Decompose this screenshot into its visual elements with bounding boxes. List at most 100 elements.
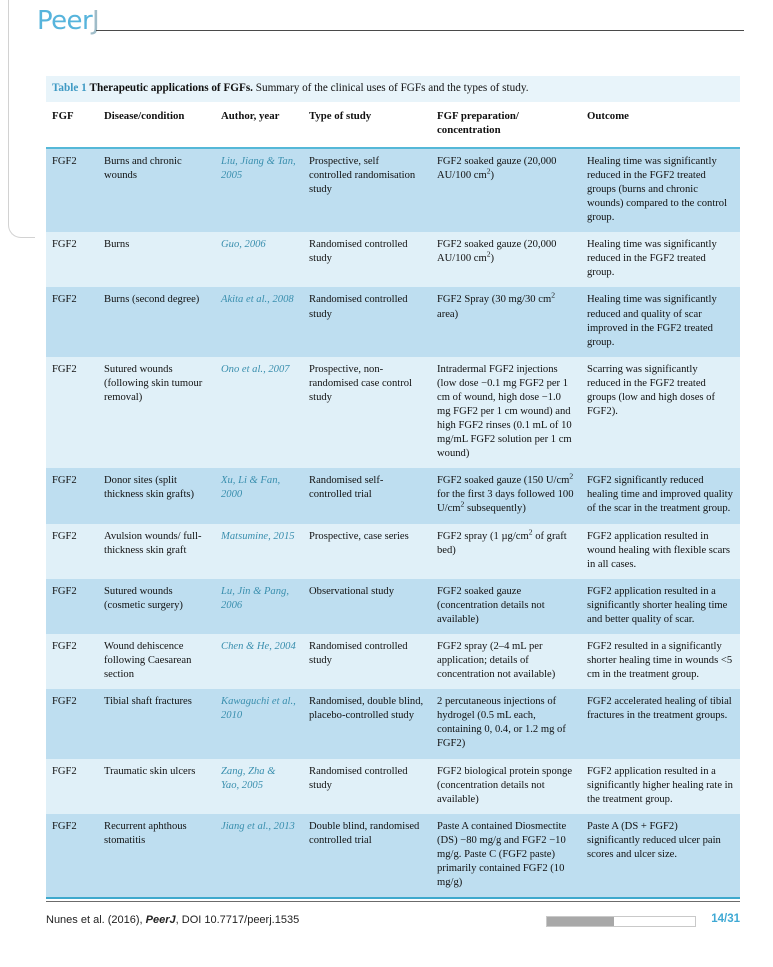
cell-fgf: FGF2 [46,813,98,900]
cell-author: Matsumine, 2015 [215,523,303,579]
table-header-row: FGF Disease/condition Author, year Type … [46,102,740,148]
table-row: FGF2 Avulsion wounds/ full-thickness skin… [46,523,740,579]
cell-disease: Burns [98,232,215,288]
footer-citation-journal: PeerJ [145,914,176,926]
cell-fgf: FGF2 [46,287,98,357]
cell-outcome: FGF2 application resulted in a significa… [581,578,740,635]
table-container: Table 1 Therapeutic applications of FGFs… [46,76,740,900]
peerj-logo-suffix: J [92,6,100,36]
table-row: FGF2 Recurrent aphthous stomatitis Jiang e… [46,813,740,900]
cell-outcome: Paste A (DS + FGF2) significantly reduce… [581,813,740,900]
table-body: FGF2 Burns and chronic wounds Liu, Jiang &… [46,147,740,900]
table-row: FGF2 Burns (second degree) Akita et al., 2… [46,287,740,357]
cell-disease: Avulsion wounds/ full-thickness skin gra… [98,523,215,579]
table-row: FGF2 Wound dehiscence following Caesarean… [46,634,740,690]
peerj-logo-name: Peer [37,6,93,36]
cell-outcome: FGF2 application resulted in a significa… [581,758,740,814]
cell-disease: Burns and chronic wounds [98,147,215,233]
cell-author: Lu, Jin & Pang, 2006 [215,578,303,635]
cell-study-type: Prospective, self controlled randomisati… [303,147,431,233]
cell-preparation: Paste A contained Diosmectite (DS) −80 m… [431,813,581,900]
cell-fgf: FGF2 [46,468,98,524]
footer-citation-suffix: , DOI 10.7717/peerj.1535 [175,914,300,926]
cell-author: Liu, Jiang & Tan, 2005 [215,147,303,233]
cell-study-type: Prospective, case series [303,523,431,579]
cell-study-type: Double blind, randomised controlled tria… [303,813,431,900]
column-header-disease: Disease/condition [98,102,215,148]
footer-citation-prefix: Nunes et al. (2016), [46,914,146,926]
cell-author: Akita et al., 2008 [215,287,303,357]
cell-preparation: FGF2 soaked gauze (20,000 AU/100 cm2) [431,232,581,288]
masthead: PeerJ [0,0,773,48]
peerj-logo: PeerJ [37,6,100,36]
cell-author: Kawaguchi et al., 2010 [215,689,303,759]
table-title: Therapeutic applications of FGFs. [89,82,253,94]
cell-disease: Sutured wounds (cosmetic surgery) [98,578,215,635]
cell-fgf: FGF2 [46,578,98,635]
cell-preparation: 2 percutaneous injections of hydrogel (0… [431,689,581,759]
cell-study-type: Randomised controlled study [303,634,431,690]
column-header-author: Author, year [215,102,303,148]
cell-outcome: FGF2 accelerated healing of tibial fract… [581,689,740,759]
citation-text: Zang, Zha & Yao, 2005 [221,765,276,791]
table-row: FGF2 Burns Guo, 2006 Randomised controlled … [46,232,740,288]
cell-study-type: Observational study [303,578,431,635]
citation-text: Lu, Jin & Pang, 2006 [221,585,289,611]
citation-text: Matsumine, 2015 [221,530,295,542]
cell-fgf: FGF2 [46,634,98,690]
cell-study-type: Randomised controlled study [303,232,431,288]
cell-preparation: FGF2 spray (1 µg/cm2 of graft bed) [431,523,581,579]
column-header-preparation: FGF preparation/ concentration [431,102,581,148]
citation-text: Ono et al., 2007 [221,363,290,375]
cell-study-type: Randomised, double blind, placebo-contro… [303,689,431,759]
cell-preparation: Intradermal FGF2 injections (low dose −0… [431,356,581,469]
table-description: Summary of the clinical uses of FGFs and… [255,82,529,94]
cell-author: Jiang et al., 2013 [215,813,303,900]
reading-progress-fill [547,917,614,926]
footer-citation: Nunes et al. (2016), PeerJ, DOI 10.7717/… [46,914,299,926]
cell-disease: Sutured wounds (following skin tumour re… [98,356,215,469]
cell-disease: Donor sites (split thickness skin grafts… [98,468,215,524]
table-row: FGF2 Burns and chronic wounds Liu, Jiang &… [46,147,740,233]
cell-fgf: FGF2 [46,758,98,814]
footer-rule [46,901,740,902]
cell-disease: Wound dehiscence following Caesarean sec… [98,634,215,690]
table-row: FGF2 Traumatic skin ulcers Zang, Zha & Yao… [46,758,740,814]
citation-text: Kawaguchi et al., 2010 [221,696,296,722]
table-row: FGF2 Sutured wounds (following skin tumou… [46,356,740,469]
cell-author: Zang, Zha & Yao, 2005 [215,758,303,814]
cell-outcome: FGF2 application resulted in wound heali… [581,523,740,579]
citation-text: Akita et al., 2008 [221,294,294,306]
cell-study-type: Randomised self-controlled trial [303,468,431,524]
cell-disease: Traumatic skin ulcers [98,758,215,814]
cell-preparation: FGF2 soaked gauze (150 U/cm2 for the fir… [431,468,581,524]
cell-outcome: Healing time was significantly reduced a… [581,287,740,357]
cell-disease: Tibial shaft fractures [98,689,215,759]
citation-text: Guo, 2006 [221,239,266,251]
cell-outcome: FGF2 significantly reduced healing time … [581,468,740,524]
cell-fgf: FGF2 [46,689,98,759]
cell-outcome: Healing time was significantly reduced i… [581,147,740,233]
cell-author: Chen & He, 2004 [215,634,303,690]
cell-fgf: FGF2 [46,232,98,288]
cell-disease: Burns (second degree) [98,287,215,357]
cell-preparation: FGF2 Spray (30 mg/30 cm2 area) [431,287,581,357]
reading-progress-bar[interactable] [546,916,696,927]
cell-preparation: FGF2 spray (2–4 mL per application; deta… [431,634,581,690]
cell-outcome: Healing time was significantly reduced i… [581,232,740,288]
cell-preparation: FGF2 biological protein sponge (concentr… [431,758,581,814]
fgf-applications-table: FGF Disease/condition Author, year Type … [46,102,740,900]
citation-text: Chen & He, 2004 [221,641,296,653]
column-header-study-type: Type of study [303,102,431,148]
citation-text: Liu, Jiang & Tan, 2005 [221,155,296,181]
citation-text: Xu, Li & Fan, 2000 [221,475,281,501]
citation-text: Jiang et al., 2013 [221,820,295,832]
table-row: FGF2 Sutured wounds (cosmetic surgery) Lu,… [46,578,740,635]
cell-fgf: FGF2 [46,356,98,469]
cell-author: Guo, 2006 [215,232,303,288]
column-header-outcome: Outcome [581,102,740,148]
cell-study-type: Randomised controlled study [303,758,431,814]
cell-outcome: Scarring was significantly reduced in th… [581,356,740,469]
cell-fgf: FGF2 [46,523,98,579]
cell-fgf: FGF2 [46,147,98,233]
